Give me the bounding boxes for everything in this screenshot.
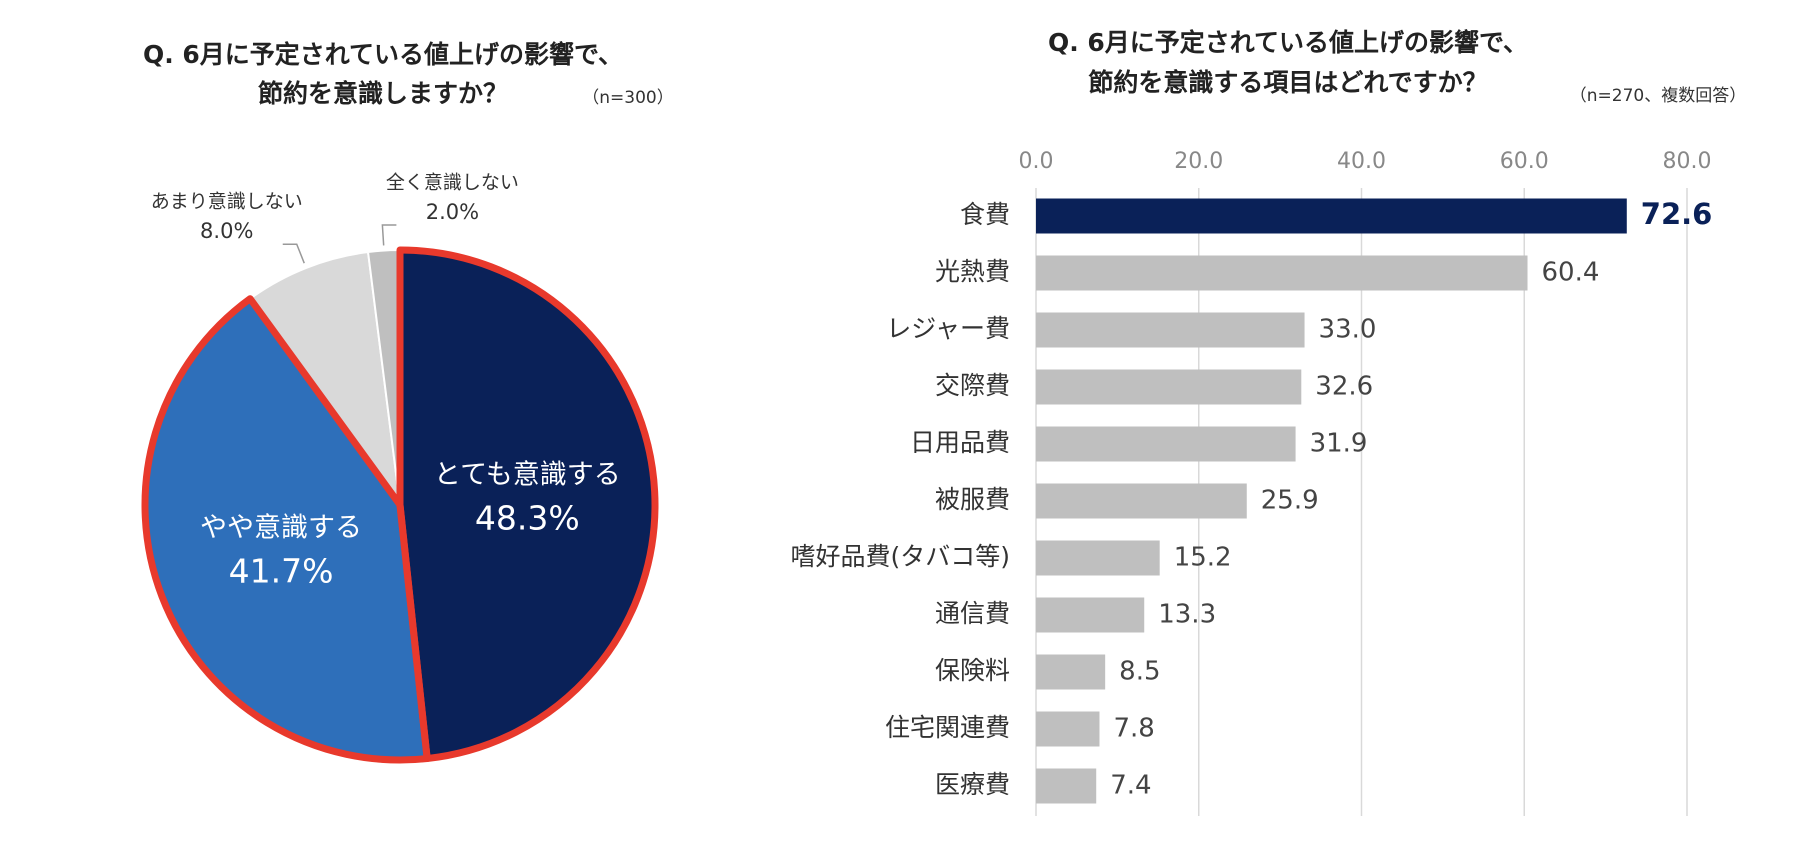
y-tick-label: 被服費 <box>935 485 1010 514</box>
x-tick-label: 60.0 <box>1500 149 1549 174</box>
bar-title: Q. 6月に予定されている値上げの影響で、 <box>1048 28 1528 57</box>
bar <box>1036 198 1627 234</box>
leader-line <box>282 243 305 264</box>
slice-label: やや意識する <box>200 512 362 543</box>
slice-label: とても意識する <box>434 460 621 491</box>
value-label: 7.8 <box>1113 714 1154 744</box>
value-label: 72.6 <box>1641 197 1713 231</box>
pie-highlight <box>141 295 431 764</box>
y-tick-label: 食費 <box>960 200 1010 229</box>
x-tick-label: 0.0 <box>1019 149 1054 174</box>
pie-note: （n=300） <box>582 88 673 108</box>
bar <box>1036 312 1305 348</box>
y-tick-label: 嗜好品費(タバコ等) <box>790 542 1010 571</box>
x-tick-label: 80.0 <box>1663 149 1712 174</box>
y-tick-label: 光熱費 <box>935 257 1010 286</box>
bar <box>1036 483 1247 519</box>
pie-title: 節約を意識しますか？ <box>258 79 508 108</box>
slice-label: 全く意識しない <box>386 172 519 194</box>
bar <box>1036 255 1528 291</box>
slice-value: 2.0% <box>426 200 479 224</box>
value-label: 32.6 <box>1315 372 1373 402</box>
value-label: 7.4 <box>1110 771 1151 801</box>
bar <box>1036 426 1296 462</box>
y-tick-label: レジャー費 <box>886 314 1010 343</box>
value-label: 31.9 <box>1310 429 1368 459</box>
slice-value: 8.0% <box>200 219 253 243</box>
y-tick-label: 通信費 <box>935 599 1010 628</box>
bar <box>1036 369 1302 405</box>
pie-title: Q. 6月に予定されている値上げの影響で、 <box>143 40 623 69</box>
leader-line <box>381 224 397 246</box>
bar-note: （n=270、複数回答） <box>1570 86 1746 106</box>
value-label: 15.2 <box>1174 543 1232 573</box>
slice-label: あまり意識しない <box>151 191 303 213</box>
bar <box>1036 540 1160 576</box>
bar <box>1036 597 1145 633</box>
y-tick-label: 住宅関連費 <box>885 713 1010 742</box>
bar <box>1036 711 1100 747</box>
value-label: 13.3 <box>1158 600 1216 630</box>
x-tick-label: 20.0 <box>1174 149 1223 174</box>
y-tick-label: 日用品費 <box>910 428 1010 457</box>
value-label: 8.5 <box>1119 657 1160 687</box>
slice-value: 48.3% <box>475 499 580 538</box>
pie-slice <box>248 250 401 506</box>
value-label: 25.9 <box>1261 486 1319 516</box>
bar <box>1036 654 1106 690</box>
pie-highlight <box>396 246 659 763</box>
bar <box>1036 768 1097 804</box>
y-tick-label: 交際費 <box>935 371 1010 400</box>
value-label: 33.0 <box>1319 315 1377 345</box>
y-tick-label: 保険料 <box>935 656 1010 685</box>
value-label: 60.4 <box>1542 258 1600 288</box>
bar-title: 節約を意識する項目はどれですか？ <box>1088 68 1487 97</box>
y-tick-label: 医療費 <box>935 770 1010 799</box>
x-tick-label: 40.0 <box>1337 149 1386 174</box>
slice-value: 41.7% <box>229 551 334 590</box>
